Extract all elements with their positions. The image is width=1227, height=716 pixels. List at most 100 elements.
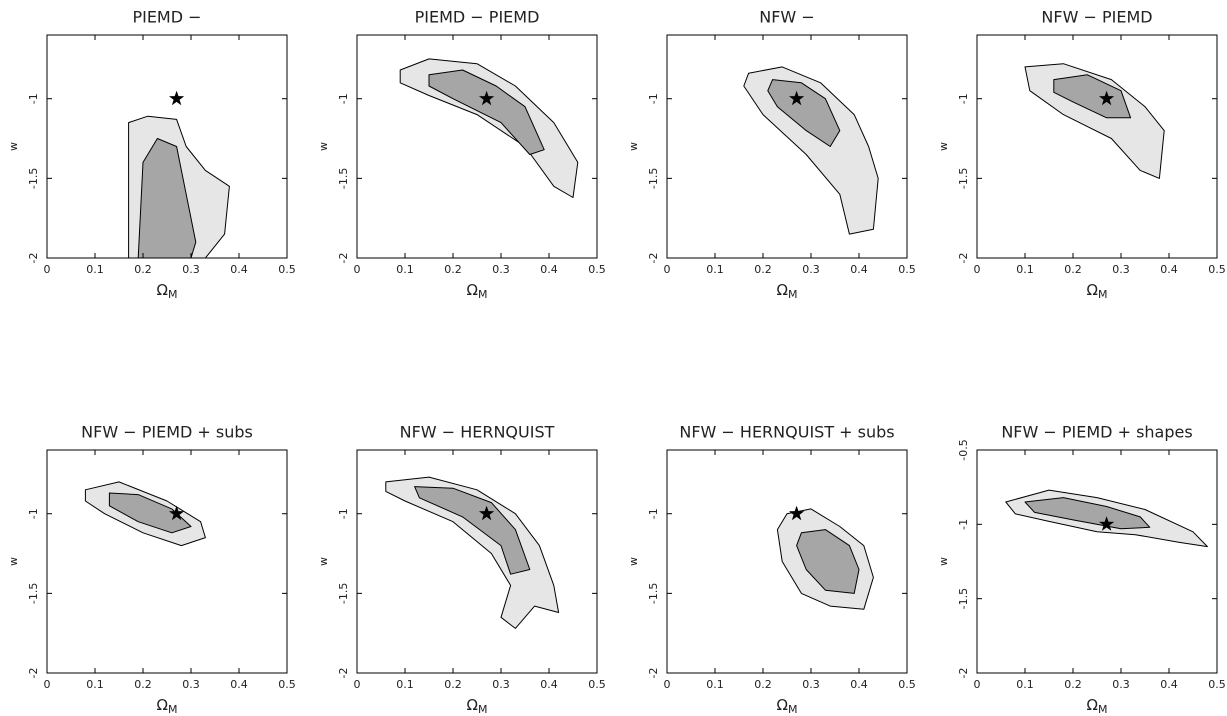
y-tick-label: -1 <box>647 93 660 104</box>
panel-title: NFW − HERNQUIST + subs <box>679 423 894 442</box>
star-marker <box>1099 90 1115 106</box>
x-tick-label: 0.3 <box>1112 678 1130 691</box>
x-label-sub: M <box>478 288 488 301</box>
contour <box>1024 497 1151 530</box>
y-axis-label: w <box>627 142 640 151</box>
axes-frame <box>356 34 598 259</box>
contour <box>414 486 531 575</box>
panel-title: NFW − HERNQUIST <box>400 423 555 442</box>
x-axis-label: ΩM <box>1087 281 1108 302</box>
x-tick-label: 0.2 <box>1064 678 1082 691</box>
x-axis-label: ΩM <box>1087 696 1108 716</box>
x-label-main: Ω <box>467 281 478 299</box>
contour <box>428 69 545 155</box>
y-tick-label: -1 <box>957 93 970 104</box>
x-axis-label: ΩM <box>157 281 178 302</box>
x-tick-label: 0 <box>664 678 671 691</box>
x-tick-label: 0.1 <box>706 678 724 691</box>
x-tick-label: 0.3 <box>182 678 200 691</box>
star-marker <box>789 505 805 521</box>
x-tick-label: 0.5 <box>898 263 916 276</box>
contour <box>796 529 860 594</box>
x-tick-label: 0.4 <box>850 678 868 691</box>
y-tick-label: -2 <box>957 253 970 264</box>
contour <box>385 476 560 629</box>
x-tick-label: 0.3 <box>182 263 200 276</box>
star-marker <box>479 505 495 521</box>
x-tick-label: 0.3 <box>492 678 510 691</box>
x-label-sub: M <box>168 703 178 716</box>
plot-area <box>776 508 874 610</box>
x-tick-label: 0.4 <box>540 263 558 276</box>
y-tick-label: -2 <box>647 668 660 679</box>
y-tick-label: -1 <box>27 508 40 519</box>
x-tick-label: 0.2 <box>134 263 152 276</box>
axes-frame <box>976 449 1218 674</box>
y-tick-label: -1.5 <box>337 168 350 189</box>
x-label-main: Ω <box>777 281 788 299</box>
x-tick-label: 0 <box>44 263 51 276</box>
x-axis-label: ΩM <box>777 281 798 302</box>
plot-area <box>128 115 230 258</box>
x-tick-label: 0.4 <box>540 678 558 691</box>
axes-frame <box>46 449 288 674</box>
y-tick-label: -2 <box>27 253 40 264</box>
panel-title: NFW − PIEMD <box>1041 8 1152 27</box>
x-tick-label: 0.1 <box>86 678 104 691</box>
x-tick-label: 0.4 <box>230 678 248 691</box>
x-label-main: Ω <box>1087 696 1098 714</box>
contour <box>743 66 879 235</box>
panel-title: NFW − PIEMD + subs <box>81 423 253 442</box>
x-label-main: Ω <box>157 696 168 714</box>
panel-title: PIEMD − PIEMD <box>415 8 540 27</box>
x-tick-label: 0 <box>664 263 671 276</box>
x-tick-label: 0 <box>44 678 51 691</box>
x-label-sub: M <box>1098 703 1108 716</box>
contour <box>137 138 197 258</box>
y-axis-label: w <box>7 557 20 566</box>
plot-area <box>385 476 560 629</box>
panel: 0 0.1 0.2 0.3 0.4 0.5 -2 -1.5 -1 -0.5 NFW − PIEMD … <box>937 423 1226 716</box>
x-tick-label: 0.5 <box>1208 678 1226 691</box>
x-tick-label: 0 <box>974 263 981 276</box>
x-tick-label: 0.3 <box>802 263 820 276</box>
x-tick-label: 0.4 <box>230 263 248 276</box>
y-tick-label: -1.5 <box>27 168 40 189</box>
x-tick-label: 0.2 <box>134 678 152 691</box>
x-tick-label: 0.1 <box>396 678 414 691</box>
x-tick-label: 0.5 <box>588 263 606 276</box>
y-tick-label: -1 <box>337 93 350 104</box>
x-tick-label: 0 <box>354 678 361 691</box>
x-label-sub: M <box>788 288 798 301</box>
axes-frame <box>666 34 908 259</box>
panel-title: NFW − <box>759 8 814 27</box>
x-tick-label: 0.3 <box>1112 263 1130 276</box>
x-tick-label: 0.5 <box>278 678 296 691</box>
star-marker <box>479 90 495 106</box>
panel: 0 0.1 0.2 0.3 0.4 0.5 -2 -1.5 -1 NFW − PIEMD + su… <box>7 423 296 716</box>
y-tick-label: -1.5 <box>647 168 660 189</box>
axes-frame <box>976 34 1218 259</box>
x-axis-label: ΩM <box>157 696 178 716</box>
x-axis-label: ΩM <box>777 696 798 716</box>
y-axis-label: w <box>937 557 950 566</box>
axes-frame <box>356 449 598 674</box>
y-tick-label: -1 <box>337 508 350 519</box>
x-label-main: Ω <box>157 281 168 299</box>
x-tick-label: 0.3 <box>492 263 510 276</box>
x-tick-label: 0.2 <box>754 263 772 276</box>
plot-area <box>743 66 879 235</box>
x-tick-label: 0.1 <box>86 263 104 276</box>
x-tick-label: 0.3 <box>802 678 820 691</box>
y-axis-label: w <box>317 557 330 566</box>
x-tick-label: 0.5 <box>898 678 916 691</box>
y-tick-label: -2 <box>647 253 660 264</box>
y-axis-label: w <box>317 142 330 151</box>
x-label-sub: M <box>1098 288 1108 301</box>
y-tick-label: -1 <box>647 508 660 519</box>
y-tick-label: -1.5 <box>957 588 970 609</box>
